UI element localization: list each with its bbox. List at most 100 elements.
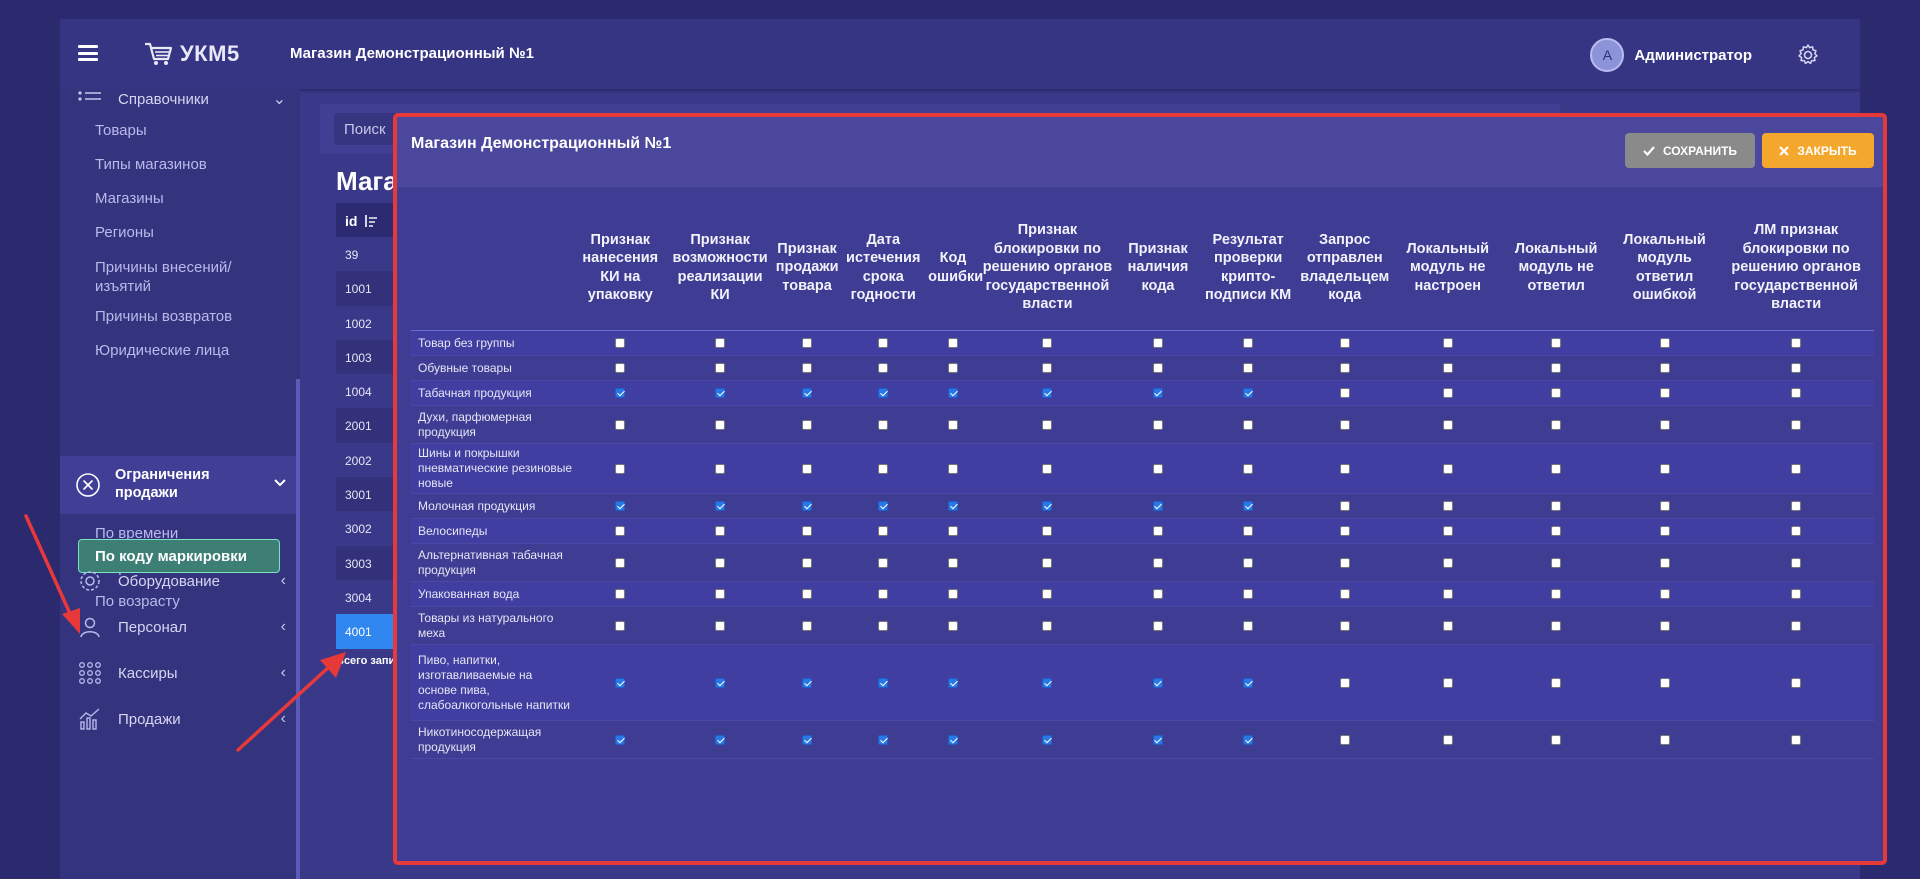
checkbox-unchecked[interactable] — [802, 589, 813, 600]
checkbox-unchecked[interactable] — [715, 338, 726, 349]
sidebar-item-store-types[interactable]: Типы магазинов — [95, 156, 207, 173]
checkbox-checked[interactable] — [802, 677, 813, 688]
checkbox-checked[interactable] — [615, 501, 626, 512]
checkbox-unchecked[interactable] — [1659, 557, 1670, 568]
checkbox-unchecked[interactable] — [1243, 419, 1254, 430]
checkbox-checked[interactable] — [1042, 734, 1053, 745]
user-menu[interactable]: А Администратор — [1590, 38, 1752, 72]
checkbox-unchecked[interactable] — [1152, 338, 1163, 349]
table-row[interactable]: 39 — [345, 248, 359, 262]
sidebar-item-regions[interactable]: Регионы — [95, 224, 154, 241]
checkbox-unchecked[interactable] — [1659, 463, 1670, 474]
checkbox-unchecked[interactable] — [1442, 363, 1453, 374]
checkbox-unchecked[interactable] — [802, 419, 813, 430]
checkbox-unchecked[interactable] — [715, 589, 726, 600]
checkbox-unchecked[interactable] — [615, 620, 626, 631]
checkbox-unchecked[interactable] — [1791, 589, 1802, 600]
checkbox-checked[interactable] — [715, 677, 726, 688]
save-button[interactable]: СОХРАНИТЬ — [1625, 133, 1755, 168]
checkbox-unchecked[interactable] — [802, 557, 813, 568]
table-row[interactable]: 3004 — [345, 590, 372, 605]
checkbox-checked[interactable] — [1042, 677, 1053, 688]
checkbox-unchecked[interactable] — [948, 419, 958, 430]
checkbox-unchecked[interactable] — [615, 463, 626, 474]
checkbox-unchecked[interactable] — [1442, 589, 1453, 600]
sidebar-group-equipment[interactable]: Оборудование ‹ — [60, 563, 300, 599]
sidebar-item-return-reasons[interactable]: Причины возвратов — [95, 308, 233, 325]
checkbox-unchecked[interactable] — [1243, 526, 1254, 537]
close-button[interactable]: ЗАКРЫТЬ — [1762, 133, 1874, 168]
checkbox-unchecked[interactable] — [1042, 338, 1053, 349]
checkbox-checked[interactable] — [802, 388, 813, 399]
checkbox-unchecked[interactable] — [1042, 620, 1053, 631]
checkbox-unchecked[interactable] — [1551, 677, 1562, 688]
checkbox-checked[interactable] — [948, 677, 958, 688]
checkbox-unchecked[interactable] — [1659, 620, 1670, 631]
checkbox-unchecked[interactable] — [1339, 501, 1350, 512]
checkbox-unchecked[interactable] — [1339, 338, 1350, 349]
checkbox-unchecked[interactable] — [615, 338, 626, 349]
checkbox-checked[interactable] — [1243, 677, 1254, 688]
checkbox-unchecked[interactable] — [1442, 734, 1453, 745]
checkbox-unchecked[interactable] — [1791, 734, 1802, 745]
checkbox-unchecked[interactable] — [802, 363, 813, 374]
checkbox-unchecked[interactable] — [1659, 501, 1670, 512]
checkbox-checked[interactable] — [878, 677, 889, 688]
checkbox-unchecked[interactable] — [802, 338, 813, 349]
checkbox-unchecked[interactable] — [1659, 589, 1670, 600]
user-name[interactable]: Администратор — [1634, 46, 1752, 64]
sidebar-group-sale-restrictions[interactable]: Ограничения продажи — [60, 456, 300, 514]
checkbox-unchecked[interactable] — [1243, 557, 1254, 568]
checkbox-unchecked[interactable] — [878, 620, 889, 631]
sidebar-scrollbar[interactable] — [296, 379, 300, 879]
sidebar-group-references[interactable]: Справочники ⌄ — [60, 89, 300, 111]
sidebar-item-deposit-reasons[interactable]: Причины внесений/ изъятий — [95, 259, 232, 295]
checkbox-unchecked[interactable] — [1339, 589, 1350, 600]
checkbox-unchecked[interactable] — [878, 338, 889, 349]
checkbox-unchecked[interactable] — [1791, 363, 1802, 374]
checkbox-unchecked[interactable] — [802, 463, 813, 474]
checkbox-checked[interactable] — [1152, 388, 1163, 399]
checkbox-unchecked[interactable] — [715, 463, 726, 474]
avatar[interactable]: А — [1590, 38, 1625, 72]
checkbox-unchecked[interactable] — [1791, 557, 1802, 568]
checkbox-unchecked[interactable] — [1042, 463, 1053, 474]
checkbox-checked[interactable] — [802, 734, 813, 745]
checkbox-unchecked[interactable] — [715, 557, 726, 568]
checkbox-unchecked[interactable] — [1551, 620, 1562, 631]
checkbox-unchecked[interactable] — [948, 463, 958, 474]
checkbox-unchecked[interactable] — [1442, 388, 1453, 399]
checkbox-checked[interactable] — [615, 388, 626, 399]
checkbox-unchecked[interactable] — [1152, 526, 1163, 537]
checkbox-unchecked[interactable] — [1339, 557, 1350, 568]
checkbox-unchecked[interactable] — [1243, 620, 1254, 631]
sidebar-item-by-marking-code[interactable]: По коду маркировки — [78, 539, 280, 573]
checkbox-checked[interactable] — [715, 501, 726, 512]
checkbox-unchecked[interactable] — [1551, 526, 1562, 537]
gear-icon[interactable] — [1796, 43, 1820, 67]
checkbox-unchecked[interactable] — [1551, 419, 1562, 430]
checkbox-unchecked[interactable] — [878, 463, 889, 474]
checkbox-unchecked[interactable] — [1791, 338, 1802, 349]
table-row[interactable]: 1004 — [345, 385, 372, 400]
checkbox-checked[interactable] — [615, 734, 626, 745]
checkbox-unchecked[interactable] — [878, 419, 889, 430]
checkbox-unchecked[interactable] — [1659, 526, 1670, 537]
checkbox-checked[interactable] — [878, 734, 889, 745]
checkbox-checked[interactable] — [948, 388, 958, 399]
checkbox-unchecked[interactable] — [715, 620, 726, 631]
checkbox-unchecked[interactable] — [1551, 589, 1562, 600]
sidebar-group-cashiers[interactable]: Кассиры ‹ — [60, 655, 300, 691]
checkbox-unchecked[interactable] — [1791, 419, 1802, 430]
checkbox-unchecked[interactable] — [1551, 388, 1562, 399]
checkbox-checked[interactable] — [1152, 734, 1163, 745]
checkbox-unchecked[interactable] — [1791, 526, 1802, 537]
checkbox-unchecked[interactable] — [878, 557, 889, 568]
checkbox-unchecked[interactable] — [615, 363, 626, 374]
checkbox-checked[interactable] — [715, 734, 726, 745]
checkbox-checked[interactable] — [878, 388, 889, 399]
checkbox-checked[interactable] — [1152, 501, 1163, 512]
sort-icon[interactable] — [364, 214, 378, 228]
checkbox-unchecked[interactable] — [1551, 338, 1562, 349]
checkbox-unchecked[interactable] — [948, 363, 958, 374]
